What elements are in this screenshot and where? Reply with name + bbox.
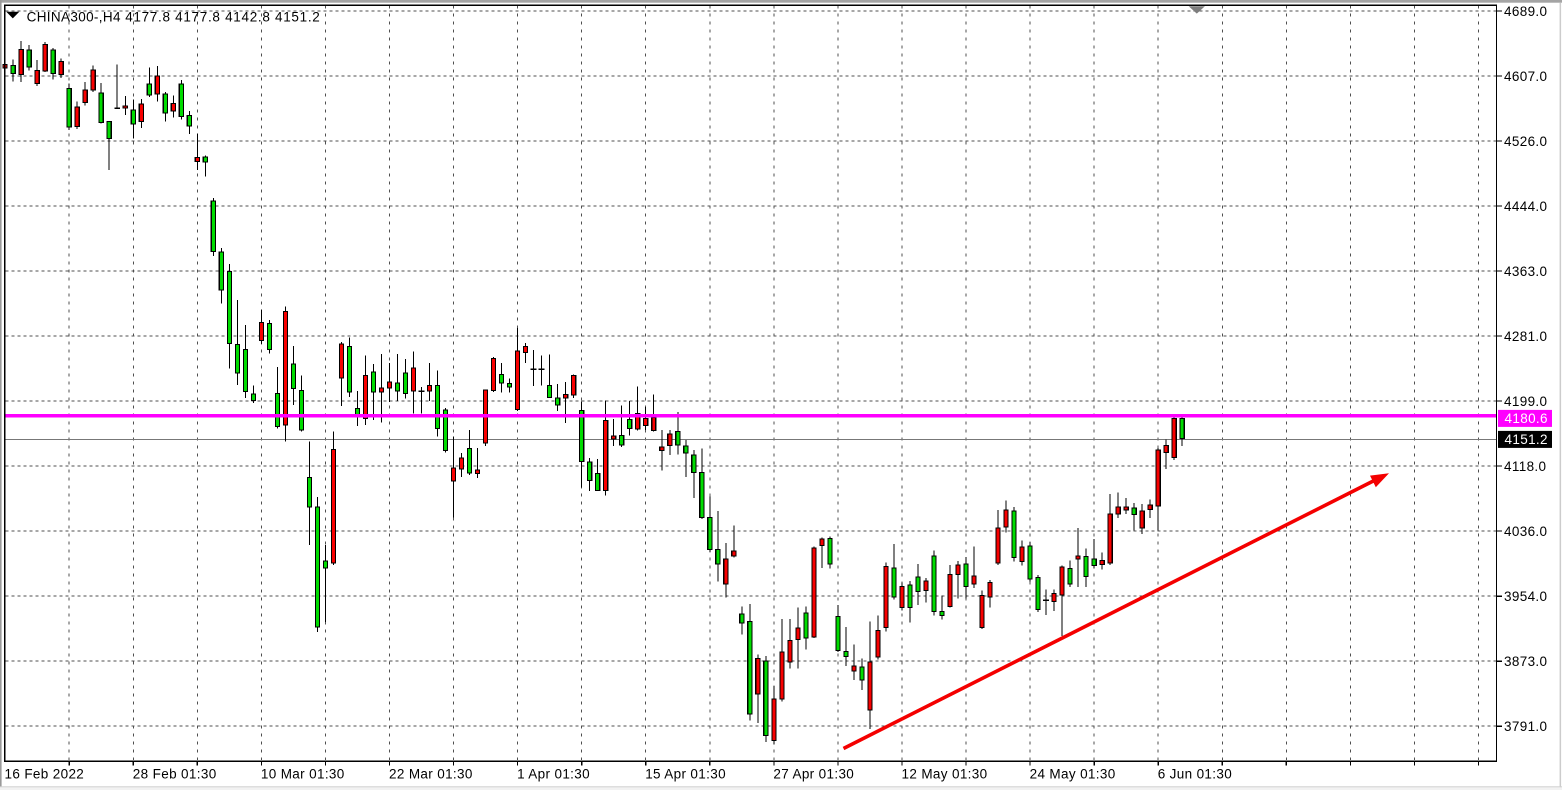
svg-text:28 Feb 01:30: 28 Feb 01:30 — [133, 766, 217, 781]
svg-text:4689.0: 4689.0 — [1504, 4, 1547, 19]
svg-text:4444.0: 4444.0 — [1504, 199, 1547, 214]
svg-text:4281.0: 4281.0 — [1504, 329, 1547, 344]
svg-text:4199.0: 4199.0 — [1504, 394, 1547, 409]
svg-text:CHINA300-,H4: CHINA300-,H4 — [27, 9, 121, 24]
svg-text:3954.0: 3954.0 — [1504, 589, 1547, 604]
svg-text:3873.0: 3873.0 — [1504, 654, 1547, 669]
svg-text:4118.0: 4118.0 — [1504, 459, 1546, 474]
svg-text:22 Mar 01:30: 22 Mar 01:30 — [389, 766, 473, 781]
svg-text:24 May 01:30: 24 May 01:30 — [1030, 766, 1116, 781]
svg-text:4177.8 4177.8 4142.8 4151.2: 4177.8 4177.8 4142.8 4151.2 — [125, 9, 320, 24]
svg-text:3791.0: 3791.0 — [1504, 719, 1547, 734]
svg-text:4036.0: 4036.0 — [1504, 524, 1547, 539]
svg-text:1 Apr 01:30: 1 Apr 01:30 — [517, 766, 590, 781]
svg-text:4526.0: 4526.0 — [1504, 134, 1547, 149]
svg-text:10 Mar 01:30: 10 Mar 01:30 — [261, 766, 345, 781]
svg-text:15 Apr 01:30: 15 Apr 01:30 — [645, 766, 726, 781]
svg-text:6 Jun 01:30: 6 Jun 01:30 — [1158, 766, 1232, 781]
svg-text:16 Feb 2022: 16 Feb 2022 — [5, 766, 85, 781]
svg-text:4607.0: 4607.0 — [1504, 69, 1547, 84]
svg-text:27 Apr 01:30: 27 Apr 01:30 — [773, 766, 854, 781]
svg-text:4363.0: 4363.0 — [1504, 264, 1547, 279]
svg-text:4180.6: 4180.6 — [1505, 411, 1548, 426]
svg-text:4151.2: 4151.2 — [1505, 432, 1548, 447]
svg-text:12 May 01:30: 12 May 01:30 — [902, 766, 988, 781]
